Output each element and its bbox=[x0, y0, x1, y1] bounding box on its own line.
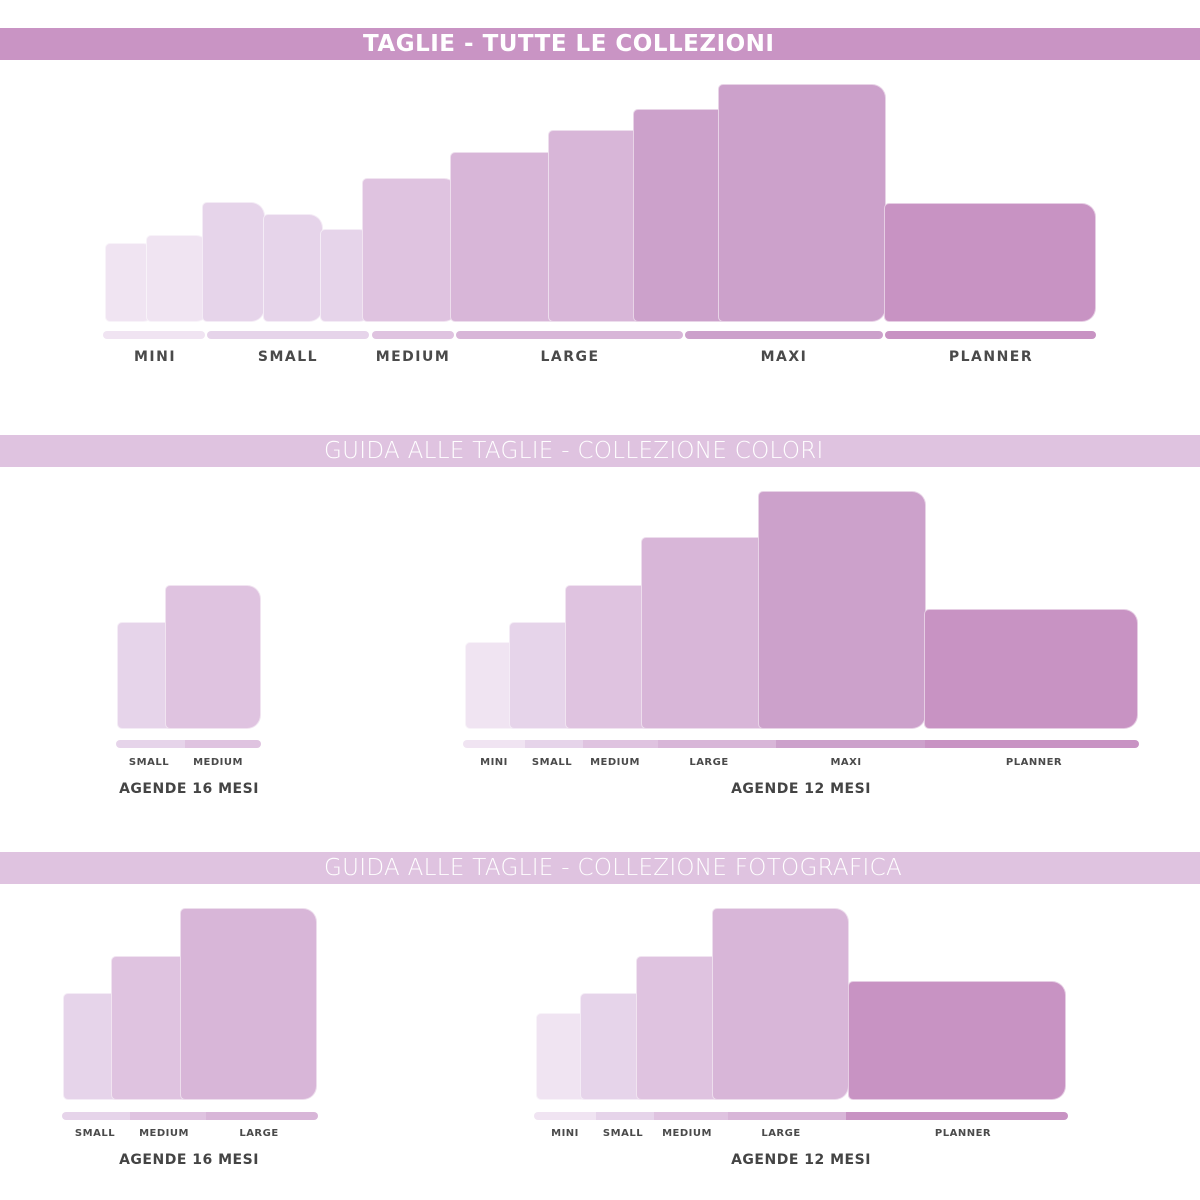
size-label-mini: MINI bbox=[133, 349, 177, 365]
size-bar-planner bbox=[846, 1112, 1068, 1120]
size-label-small: SMALL bbox=[531, 757, 573, 768]
size-label-large: LARGE bbox=[239, 1128, 279, 1139]
header-title: TAGLIE - TUTTE LE COLLEZIONI bbox=[363, 31, 775, 57]
size-label-medium: MEDIUM bbox=[662, 1128, 712, 1139]
notebook-medium-shape bbox=[362, 178, 458, 322]
size-label-mini: MINI bbox=[480, 757, 508, 768]
size-label-large: LARGE bbox=[689, 757, 729, 768]
size-bar-large bbox=[658, 740, 776, 748]
size-label-medium: MEDIUM bbox=[590, 757, 640, 768]
size-bar-mini bbox=[463, 740, 525, 748]
size-bar-medium bbox=[185, 740, 261, 748]
header-title: GUIDA ALLE TAGLIE - COLLEZIONE COLORI bbox=[324, 438, 824, 464]
size-label-maxi: MAXI bbox=[760, 349, 808, 365]
header-title: GUIDA ALLE TAGLIE - COLLEZIONE FOTOGRAFI… bbox=[324, 855, 902, 881]
size-bar-small bbox=[62, 1112, 130, 1120]
notebook-large-shape bbox=[180, 908, 317, 1100]
notebook-large-shape bbox=[712, 908, 849, 1100]
notebook-small-shape bbox=[263, 214, 323, 322]
size-bar-small bbox=[525, 740, 583, 748]
size-bar-large bbox=[728, 1112, 846, 1120]
size-bar-medium bbox=[372, 331, 454, 339]
size-bar-planner bbox=[885, 331, 1096, 339]
size-label-planner: PLANNER bbox=[948, 349, 1034, 365]
header-all-collections: TAGLIE - TUTTE LE COLLEZIONI bbox=[0, 28, 1200, 60]
caption-agende16: AGENDE 16 MESI bbox=[119, 1152, 259, 1168]
size-label-planner: PLANNER bbox=[1005, 757, 1063, 768]
size-bar-mini bbox=[103, 331, 205, 339]
notebook-maxi-shape bbox=[718, 84, 886, 322]
size-label-maxi: MAXI bbox=[830, 757, 862, 768]
size-bar-large bbox=[456, 331, 683, 339]
notebook-large-shape bbox=[641, 537, 778, 729]
header-colori-collection: GUIDA ALLE TAGLIE - COLLEZIONE COLORI bbox=[0, 435, 1200, 467]
notebook-mini-shape bbox=[146, 235, 210, 322]
size-bar-mini bbox=[534, 1112, 596, 1120]
size-bar-medium bbox=[654, 1112, 728, 1120]
size-bar-small bbox=[596, 1112, 654, 1120]
notebook-medium-shape bbox=[165, 585, 261, 729]
size-bar-small bbox=[116, 740, 185, 748]
size-label-medium: MEDIUM bbox=[193, 757, 243, 768]
size-label-large: LARGE bbox=[540, 349, 600, 365]
notebook-maxi-shape bbox=[758, 491, 926, 729]
size-label-large: LARGE bbox=[761, 1128, 801, 1139]
size-label-small: SMALL bbox=[128, 757, 170, 768]
size-label-medium: MEDIUM bbox=[375, 349, 451, 365]
caption-agende12: AGENDE 12 MESI bbox=[731, 1152, 871, 1168]
size-label-medium: MEDIUM bbox=[139, 1128, 189, 1139]
size-label-small: SMALL bbox=[74, 1128, 116, 1139]
size-label-small: SMALL bbox=[602, 1128, 644, 1139]
notebook-planner-shape bbox=[884, 203, 1096, 322]
size-bar-small bbox=[207, 331, 369, 339]
size-bar-medium bbox=[130, 1112, 206, 1120]
notebook-planner-shape bbox=[848, 981, 1066, 1100]
caption-agende12: AGENDE 12 MESI bbox=[731, 781, 871, 797]
size-label-mini: MINI bbox=[551, 1128, 579, 1139]
notebook-planner-shape bbox=[924, 609, 1138, 729]
size-bar-large bbox=[206, 1112, 318, 1120]
size-bar-maxi bbox=[776, 740, 925, 748]
size-bar-maxi bbox=[685, 331, 883, 339]
size-label-planner: PLANNER bbox=[934, 1128, 992, 1139]
size-label-small: SMALL bbox=[257, 349, 319, 365]
size-bar-medium bbox=[583, 740, 658, 748]
caption-agende16: AGENDE 16 MESI bbox=[119, 781, 259, 797]
notebook-small-shape bbox=[202, 202, 265, 322]
header-fotografica-collection: GUIDA ALLE TAGLIE - COLLEZIONE FOTOGRAFI… bbox=[0, 852, 1200, 884]
size-bar-planner bbox=[925, 740, 1139, 748]
